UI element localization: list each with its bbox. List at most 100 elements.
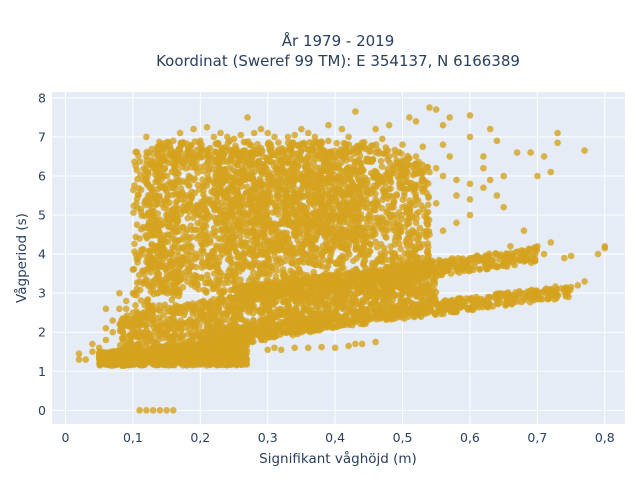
data-point: [500, 172, 508, 180]
data-point: [397, 245, 405, 253]
data-point: [465, 305, 473, 312]
data-point: [285, 301, 293, 309]
data-point: [82, 356, 89, 363]
data-point: [414, 310, 422, 318]
data-point: [240, 331, 247, 338]
data-point: [180, 311, 188, 319]
data-point: [441, 306, 449, 313]
data-point: [300, 297, 307, 304]
data-point: [467, 295, 475, 303]
data-point: [349, 311, 357, 318]
data-point: [390, 307, 398, 314]
data-point: [581, 278, 588, 285]
data-point: [390, 283, 398, 291]
data-point: [173, 319, 180, 326]
data-point: [231, 356, 238, 364]
data-point: [172, 331, 179, 338]
data-point: [360, 320, 367, 328]
data-point: [533, 287, 540, 294]
data-point: [432, 164, 440, 172]
data-point: [459, 255, 467, 262]
data-point: [137, 321, 144, 329]
data-point: [493, 263, 501, 270]
data-point: [324, 282, 332, 290]
data-point: [294, 324, 302, 331]
data-point: [561, 284, 569, 292]
data-point: [246, 304, 253, 312]
data-point: [311, 133, 319, 141]
data-point: [224, 325, 232, 332]
data-point: [203, 123, 211, 131]
data-point: [398, 313, 405, 321]
data-point: [75, 350, 83, 358]
data-point: [211, 353, 218, 361]
data-point: [382, 144, 390, 151]
data-point: [264, 346, 272, 354]
data-point: [179, 342, 187, 350]
data-point: [98, 354, 106, 361]
data-point: [334, 319, 342, 327]
data-point: [412, 153, 420, 160]
data-point: [457, 304, 465, 311]
data-point: [275, 139, 282, 146]
data-point: [391, 151, 399, 159]
data-point: [129, 341, 137, 349]
data-point: [534, 172, 541, 180]
data-point: [172, 346, 179, 353]
data-point: [383, 263, 391, 271]
data-point: [540, 153, 548, 160]
data-point: [345, 342, 352, 350]
data-point: [312, 303, 320, 310]
data-point: [149, 407, 157, 414]
data-point: [438, 269, 445, 277]
data-point: [379, 135, 386, 143]
data-point: [499, 262, 506, 270]
data-point: [163, 407, 170, 414]
data-point: [184, 301, 191, 308]
data-point: [504, 259, 512, 267]
data-point: [489, 303, 497, 310]
data-point: [229, 307, 236, 314]
data-point: [257, 125, 265, 133]
data-point: [439, 172, 447, 180]
data-point: [304, 344, 312, 352]
data-point: [198, 306, 206, 314]
data-point: [185, 342, 192, 350]
data-point: [269, 330, 277, 337]
data-point: [281, 311, 288, 318]
data-point: [262, 321, 270, 329]
data-point: [416, 304, 424, 312]
data-point: [130, 322, 138, 329]
data-point: [187, 337, 195, 345]
data-point: [323, 312, 331, 319]
data-point: [119, 335, 126, 343]
data-point: [562, 291, 570, 299]
data-point: [519, 251, 526, 258]
data-point: [217, 129, 224, 137]
data-point: [118, 324, 126, 332]
data-point: [108, 353, 116, 361]
data-point: [209, 304, 216, 311]
data-point: [520, 227, 528, 234]
data-point: [116, 305, 123, 313]
data-point: [325, 137, 332, 145]
data-point: [252, 329, 259, 337]
data-point: [453, 219, 460, 227]
data-point: [298, 125, 305, 133]
data-point: [194, 344, 202, 351]
data-point: [189, 300, 197, 307]
data-point: [127, 347, 134, 354]
data-point: [143, 407, 150, 414]
data-point: [314, 317, 322, 324]
data-point: [507, 243, 514, 250]
data-point: [164, 231, 172, 238]
data-point: [432, 106, 440, 113]
data-point: [206, 330, 213, 338]
data-point: [156, 407, 164, 414]
data-point: [480, 184, 487, 191]
data-point: [554, 129, 561, 137]
data-point: [480, 153, 487, 160]
data-point: [242, 357, 249, 364]
data-point: [331, 296, 338, 304]
data-point: [190, 323, 197, 330]
